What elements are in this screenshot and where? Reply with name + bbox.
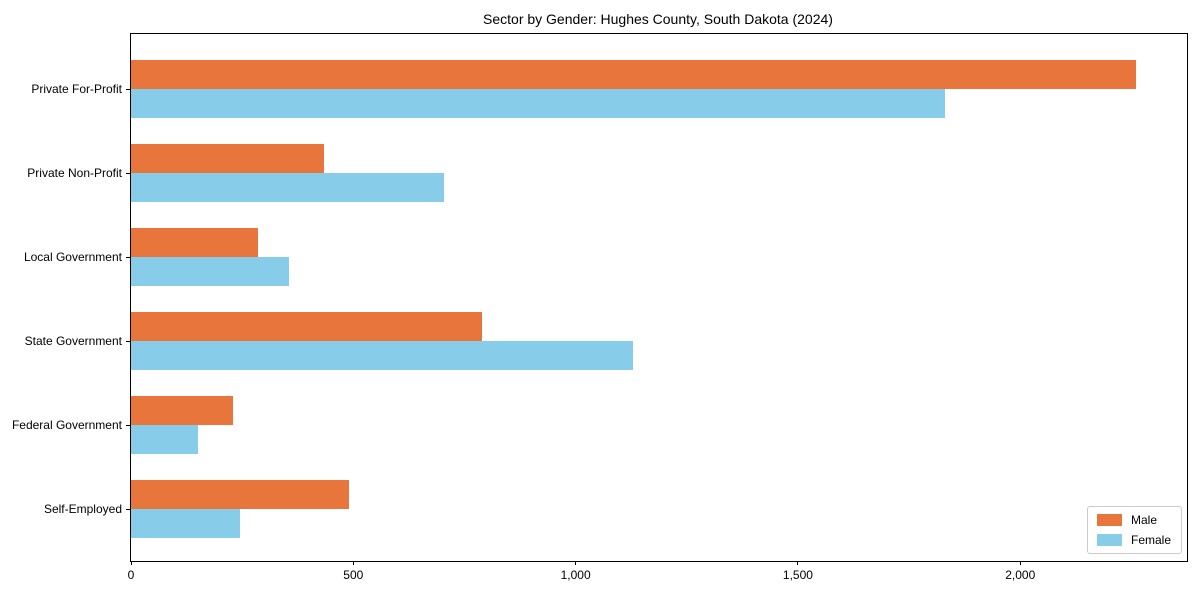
- bar-female-private-non-profit: [131, 173, 445, 203]
- x-tick-label: 500: [343, 568, 364, 582]
- bar-male-state-government: [131, 311, 483, 341]
- x-tick-label: 0: [127, 568, 135, 582]
- bar-female-private-for-profit: [131, 89, 945, 119]
- legend: Male Female: [1086, 506, 1182, 554]
- bar-female-state-government: [131, 341, 634, 371]
- x-tick-label: 1,500: [782, 568, 813, 582]
- y-tick: [126, 88, 130, 90]
- bar-male-private-non-profit: [131, 143, 325, 173]
- y-axis-label-state-government: State Government: [24, 334, 122, 348]
- y-axis-label-federal-government: Federal Government: [11, 418, 122, 432]
- y-tick: [126, 424, 130, 426]
- chart-title: Sector by Gender: Hughes County, South D…: [483, 11, 833, 27]
- bar-female-self-employed: [131, 509, 240, 539]
- x-tick: [797, 561, 799, 565]
- x-tick: [130, 561, 132, 565]
- x-tick-label: 2,000: [1005, 568, 1036, 582]
- bar-male-local-government: [131, 227, 258, 257]
- bar-female-local-government: [131, 257, 289, 287]
- x-tick: [575, 561, 577, 565]
- legend-swatch-male: [1096, 514, 1122, 526]
- legend-label-female: Female: [1130, 533, 1171, 547]
- legend-label-male: Male: [1130, 513, 1157, 527]
- legend-entry-female: Female: [1096, 533, 1171, 547]
- y-axis-label-self-employed: Self-Employed: [43, 502, 122, 516]
- plot-area: Private For-Profit Private Non-Profit Loca…: [12, 33, 1188, 582]
- legend-swatch-female: [1096, 534, 1122, 546]
- y-tick: [126, 256, 130, 258]
- x-tick: [352, 561, 354, 565]
- bar-male-self-employed: [131, 479, 349, 509]
- x-tick: [1019, 561, 1021, 565]
- bar-male-private-for-profit: [131, 59, 1136, 89]
- legend-entry-male: Male: [1096, 513, 1171, 527]
- y-tick: [126, 340, 130, 342]
- y-tick: [126, 172, 130, 174]
- x-tick-label: 1,000: [560, 568, 591, 582]
- y-axis-label-private-non-profit: Private Non-Profit: [27, 166, 122, 180]
- bar-male-federal-government: [131, 395, 234, 425]
- y-axis-label-local-government: Local Government: [23, 250, 122, 264]
- bar-female-federal-government: [131, 425, 198, 455]
- y-axis-label-private-for-profit: Private For-Profit: [31, 82, 122, 96]
- y-tick: [126, 508, 130, 510]
